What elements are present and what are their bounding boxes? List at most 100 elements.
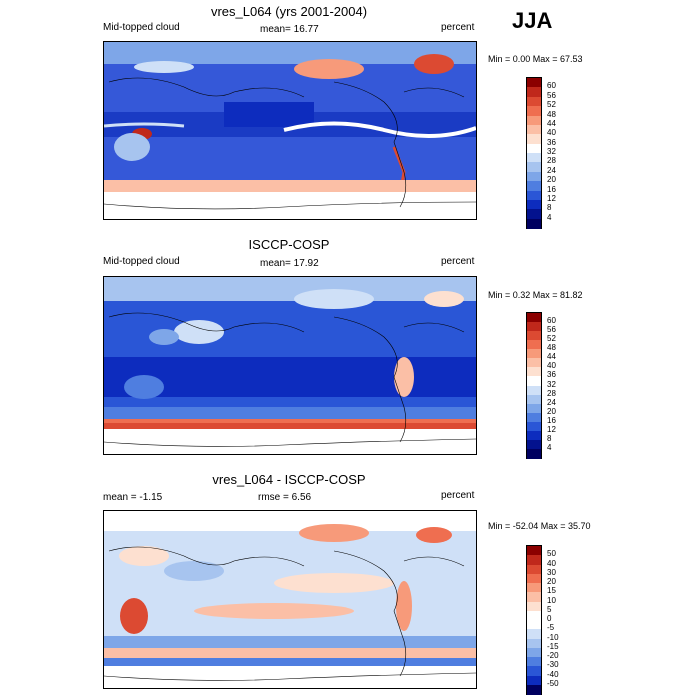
colorbar-swatch <box>527 171 541 182</box>
colorbar-tick-label: -5 <box>547 623 555 633</box>
colorbar-swatch <box>527 331 541 341</box>
colorbar-swatch <box>527 555 541 565</box>
colorbar-swatch <box>527 601 541 612</box>
colorbar-tick-label: 24 <box>547 165 556 175</box>
colorbar-tick-label: 12 <box>547 424 556 434</box>
colorbar-swatch <box>527 199 541 210</box>
colorbar-tick-label: 16 <box>547 184 556 194</box>
colorbar-tick-label: -10 <box>547 632 559 642</box>
colorbar-tick-label: 36 <box>547 137 556 147</box>
colorbar-tick-label: 40 <box>547 361 556 371</box>
colorbar-swatch <box>527 96 541 107</box>
colorbar-tick-label: 20 <box>547 175 556 185</box>
colorbar-tick-label: 52 <box>547 100 556 110</box>
colorbar-swatch <box>527 376 541 386</box>
panel-3-map <box>103 510 477 689</box>
panel-1-colorbar <box>526 77 542 229</box>
colorbar-tick-label: 5 <box>547 604 552 614</box>
panel-2-units: percent <box>441 256 475 267</box>
panel-2-left-label: Mid-topped cloud <box>103 256 180 267</box>
panel-3-mean: mean = -1.15 <box>103 492 163 503</box>
colorbar-tick-label: 44 <box>547 118 556 128</box>
panel-2-title: ISCCP-COSP <box>248 237 330 252</box>
colorbar-swatch <box>527 592 541 602</box>
colorbar-tick-label: 8 <box>547 433 552 443</box>
panel-3-colorbar <box>526 545 542 695</box>
panel-3-units: percent <box>441 490 475 501</box>
panel-1-units: percent <box>441 22 475 33</box>
colorbar-tick-label: 28 <box>547 156 556 166</box>
colorbar-swatch <box>527 394 541 405</box>
panel-2-map <box>103 276 477 455</box>
colorbar-swatch <box>527 358 541 368</box>
colorbar-swatch <box>527 209 541 220</box>
colorbar-tick-label: 48 <box>547 109 556 119</box>
panel-3-title: vres_L064 - ISCCP-COSP <box>212 472 366 487</box>
panel-3-rmse: rmse = 6.56 <box>258 492 312 503</box>
colorbar-tick-label: 48 <box>547 343 556 353</box>
colorbar-tick-label: -15 <box>547 641 559 651</box>
colorbar-swatch <box>527 439 541 450</box>
panel-2-minmax: Min = 0.32 Max = 81.82 <box>488 290 583 300</box>
colorbar-swatch <box>527 162 541 173</box>
colorbar-tick-label: 60 <box>547 316 556 326</box>
colorbar-swatch <box>527 564 541 575</box>
colorbar-swatch <box>527 620 541 630</box>
colorbar-tick-label: 30 <box>547 567 556 577</box>
colorbar-tick-label: 0 <box>547 614 552 623</box>
colorbar-tick-label: 28 <box>547 388 556 398</box>
panel-1-left-label: Mid-topped cloud <box>103 22 180 33</box>
colorbar-tick-label: 10 <box>547 595 556 605</box>
colorbar-tick-label: 32 <box>547 147 556 156</box>
colorbar-tick-label: 36 <box>547 370 556 380</box>
colorbar-tick-label: 15 <box>547 586 556 596</box>
colorbar-swatch <box>527 430 541 441</box>
panel-1-map <box>103 41 477 220</box>
colorbar-swatch <box>527 322 541 332</box>
panel-1-mean: mean= 16.77 <box>260 24 319 35</box>
colorbar-swatch <box>527 181 541 191</box>
colorbar-swatch <box>527 610 541 621</box>
colorbar-swatch <box>527 115 541 126</box>
colorbar-swatch <box>527 421 541 432</box>
colorbar-tick-label: 60 <box>547 81 556 91</box>
season-label: JJA <box>512 8 553 33</box>
colorbar-swatch <box>527 367 541 377</box>
colorbar-swatch <box>527 124 541 135</box>
colorbar-tick-label: 44 <box>547 352 556 362</box>
colorbar-swatch <box>527 153 541 163</box>
colorbar-swatch <box>527 134 541 145</box>
colorbar-swatch <box>527 385 541 396</box>
colorbar-swatch <box>527 412 541 423</box>
colorbar-tick-label: 20 <box>547 577 556 586</box>
colorbar-swatch <box>527 349 541 359</box>
panel-1-title: vres_L064 (yrs 2001-2004) <box>210 4 368 19</box>
colorbar-tick-label: 12 <box>547 193 556 203</box>
panel-2-mean: mean= 17.92 <box>260 258 319 269</box>
colorbar-swatch <box>527 573 541 584</box>
colorbar-swatch <box>527 190 541 201</box>
colorbar-swatch <box>527 448 541 459</box>
colorbar-tick-label: 24 <box>547 397 556 407</box>
panel-1-minmax: Min = 0.00 Max = 67.53 <box>488 54 583 64</box>
colorbar-swatch <box>527 87 541 98</box>
colorbar-swatch <box>527 106 541 116</box>
colorbar-tick-label: -20 <box>547 651 559 660</box>
colorbar-tick-label: 40 <box>547 558 556 568</box>
colorbar-tick-label: 50 <box>547 549 556 559</box>
colorbar-swatch <box>527 647 541 658</box>
colorbar-swatch <box>527 684 541 695</box>
colorbar-swatch <box>527 666 541 676</box>
colorbar-tick-label: 52 <box>547 334 556 344</box>
colorbar-tick-label: 20 <box>547 406 556 416</box>
colorbar-tick-label: 40 <box>547 128 556 138</box>
colorbar-swatch <box>527 313 541 323</box>
colorbar-swatch <box>527 403 541 414</box>
colorbar-tick-label: -50 <box>547 678 559 688</box>
colorbar-tick-label: 16 <box>547 415 556 425</box>
colorbar-swatch <box>527 629 541 639</box>
colorbar-tick-label: -30 <box>547 660 559 670</box>
colorbar-swatch <box>527 546 541 556</box>
colorbar-tick-label: -40 <box>547 669 559 679</box>
colorbar-swatch <box>527 218 541 229</box>
